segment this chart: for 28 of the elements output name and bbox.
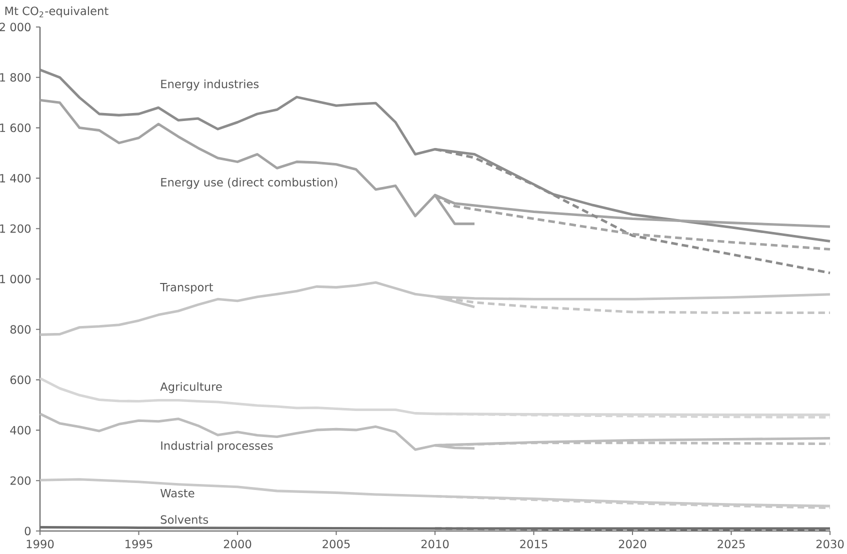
y-tick-label: 1 800 [0, 73, 31, 82]
x-tick-label: 2020 [618, 540, 646, 548]
y-tick-label: 400 [10, 426, 31, 434]
series-label: Energy use (direct combustion) [161, 178, 338, 189]
y-tick-label: 0 [24, 526, 31, 536]
x-tick-label: 2030 [816, 540, 844, 548]
y-tick-label: 1 600 [0, 124, 31, 132]
series-label: Transport [160, 283, 214, 294]
y-tick-label: 2 000 [0, 22, 31, 32]
series-label: Energy industries [161, 79, 259, 90]
y-tick-label: 1 000 [0, 274, 31, 284]
x-tick-label: 2005 [322, 540, 350, 548]
y-tick-label: 800 [10, 325, 31, 334]
y-tick-label: 200 [10, 476, 31, 485]
x-tick-label: 1995 [126, 540, 152, 548]
series-label: Solvents [160, 515, 208, 524]
series-label: Agriculture [160, 382, 222, 394]
y-axis-title: Mt CO$_{2}$-equivalent [5, 6, 108, 18]
y-tick-label: 600 [10, 376, 31, 384]
y-tick-label: 1 400 [0, 174, 31, 182]
x-tick-label: 2010 [421, 540, 449, 548]
y-tick-label: 1 200 [0, 224, 31, 233]
series-label: Industrial processes [161, 441, 273, 452]
x-tick-label: 2025 [718, 540, 745, 548]
series-label: Waste [160, 488, 194, 498]
x-tick-label: 2015 [520, 540, 548, 548]
x-tick-label: 2000 [224, 540, 252, 548]
x-tick-label: 1990 [26, 540, 54, 548]
